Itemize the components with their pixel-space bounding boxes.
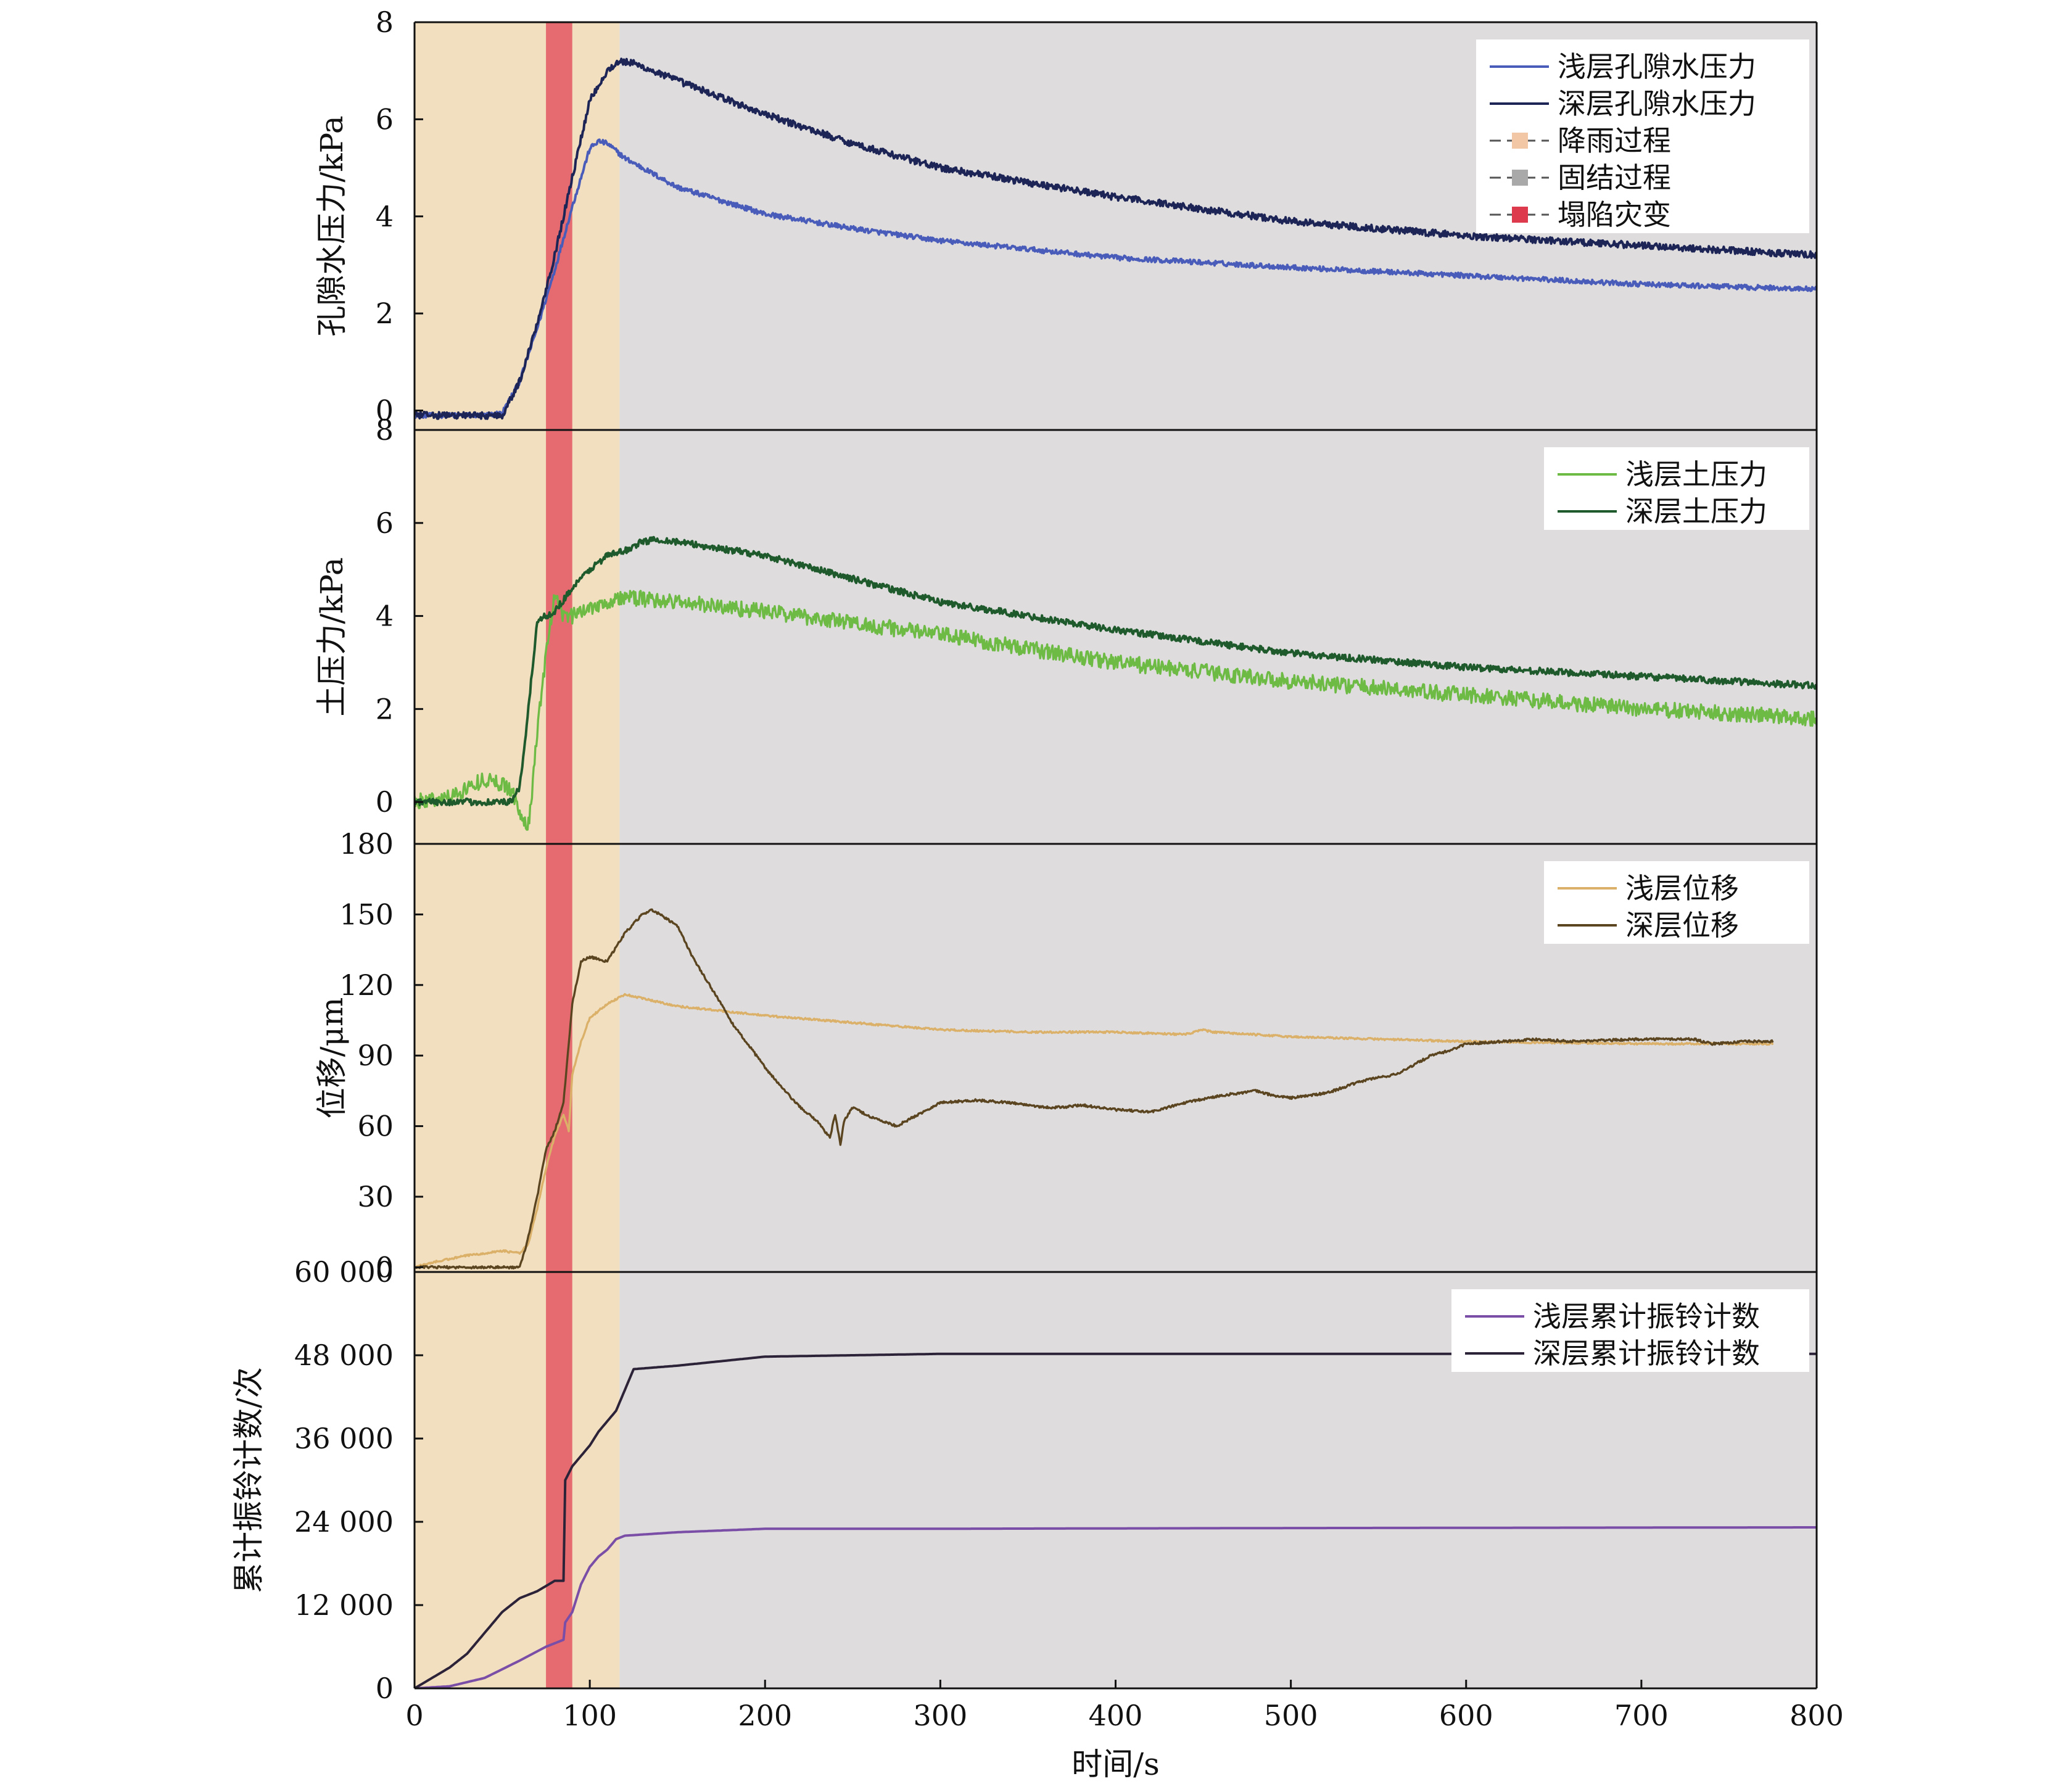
- rain-phase-band: [415, 430, 620, 844]
- y-tick-label: 90: [357, 1039, 394, 1072]
- legend-item: 浅层孔隙水压力: [1490, 50, 1756, 83]
- y-axis-title: 土压力/kPa: [314, 557, 350, 716]
- collapse-phase-band: [546, 22, 572, 430]
- legend-item: 深层土压力: [1558, 495, 1767, 528]
- legend-item: 深层孔隙水压力: [1490, 87, 1756, 120]
- y-tick-label: 8: [376, 6, 394, 39]
- series-1-deep-line: [415, 57, 1817, 420]
- y-axis-title: 位移/μm: [314, 997, 350, 1119]
- series-group: [415, 908, 1774, 1270]
- rain-phase-band: [415, 844, 620, 1272]
- y-tick-label: 0: [376, 394, 394, 427]
- legend-label: 浅层孔隙水压力: [1558, 50, 1756, 83]
- y-tick-label: 36 000: [294, 1422, 394, 1455]
- x-tick-label: 400: [1089, 1699, 1143, 1732]
- legend-label: 塌陷灾变: [1558, 198, 1671, 231]
- collapse-phase-band: [546, 430, 572, 844]
- legend-item: 浅层累计振铃计数: [1465, 1300, 1760, 1333]
- y-tick-label: 120: [339, 968, 394, 1002]
- x-tick-label: 700: [1614, 1699, 1669, 1732]
- y-tick-label: 48 000: [294, 1339, 394, 1372]
- series-group: [415, 535, 1817, 831]
- legend-swatch-patch: [1512, 170, 1528, 186]
- legend-label: 深层土压力: [1625, 495, 1767, 528]
- x-tick-label: 300: [913, 1699, 967, 1732]
- legend-box: [1544, 861, 1809, 944]
- collapse-phase-band: [546, 1272, 572, 1688]
- legend-label: 固结过程: [1558, 161, 1671, 194]
- legend-swatch-patch: [1512, 133, 1528, 149]
- y-tick-label: 8: [376, 413, 394, 447]
- y-tick-label: 2: [376, 692, 394, 725]
- series-2-shallow-line: [415, 590, 1817, 831]
- legend-label: 浅层土压力: [1625, 458, 1767, 491]
- y-tick-label: 30: [357, 1180, 394, 1213]
- rain-phase-band: [415, 22, 620, 430]
- y-tick-label: 6: [376, 102, 394, 136]
- legend-label: 浅层累计振铃计数: [1533, 1300, 1760, 1333]
- x-tick-label: 100: [563, 1699, 617, 1732]
- legend-item: 降雨过程: [1490, 124, 1671, 157]
- y-axis-title: 孔隙水压力/kPa: [314, 115, 350, 336]
- legend-label: 降雨过程: [1558, 124, 1671, 157]
- legend-box: [1476, 39, 1809, 233]
- series-2-deep-line: [415, 535, 1817, 807]
- x-tick-label: 200: [738, 1699, 792, 1732]
- legend-label: 深层位移: [1625, 909, 1739, 942]
- x-tick-label: 500: [1264, 1699, 1318, 1732]
- y-tick-label: 0: [376, 1672, 394, 1705]
- y-tick-label: 60 000: [294, 1255, 394, 1289]
- series-1-shallow-line: [415, 138, 1817, 419]
- panel-4: 0 12 000 24 000 36 000 48 000 60 000 累计振铃计数/次 浅…: [231, 1255, 1818, 1705]
- legend-box: [1544, 447, 1809, 530]
- legend-item: 塌陷灾变: [1490, 198, 1671, 231]
- y-tick-label: 24 000: [294, 1505, 394, 1538]
- legend-box: [1451, 1289, 1809, 1372]
- x-axis-title: 时间/s: [1071, 1746, 1160, 1782]
- y-tick-label: 2: [376, 297, 394, 330]
- y-tick-label: 12 000: [294, 1588, 394, 1622]
- rain-phase-band: [415, 1272, 620, 1688]
- legend-item: 固结过程: [1490, 161, 1671, 194]
- legend-item: 浅层土压力: [1558, 458, 1767, 491]
- series-3-shallow-line: [415, 993, 1774, 1268]
- y-tick-label: 0: [376, 1250, 394, 1284]
- series-3-deep-line: [415, 908, 1774, 1270]
- legend-item: 深层位移: [1558, 909, 1739, 942]
- x-tick-label: 0: [405, 1699, 423, 1732]
- legend-label: 浅层位移: [1625, 872, 1739, 905]
- y-tick-label: 4: [376, 200, 394, 233]
- series-4-shallow-line: [415, 1526, 1817, 1688]
- legend-swatch-patch: [1512, 207, 1528, 223]
- y-tick-label: 150: [339, 898, 394, 931]
- legend-label: 深层累计振铃计数: [1533, 1337, 1760, 1370]
- legend-item: 浅层位移: [1558, 872, 1739, 905]
- y-tick-label: 180: [339, 827, 394, 861]
- x-tick-label: 800: [1789, 1699, 1844, 1732]
- y-tick-label: 60: [357, 1110, 394, 1143]
- x-tick-label: 600: [1439, 1699, 1493, 1732]
- y-axis-title: 累计振铃计数/次: [231, 1367, 266, 1593]
- y-tick-label: 6: [376, 506, 394, 540]
- legend-label: 深层孔隙水压力: [1558, 87, 1756, 120]
- legend-item: 深层累计振铃计数: [1465, 1337, 1760, 1370]
- series-group: [415, 57, 1817, 420]
- y-tick-label: 0: [376, 785, 394, 819]
- y-tick-label: 4: [376, 600, 394, 633]
